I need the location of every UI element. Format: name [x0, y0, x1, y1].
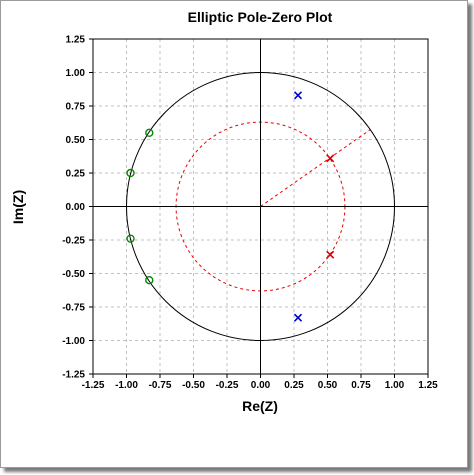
grid: [93, 39, 428, 374]
x-tick-label: 0.50: [318, 380, 338, 391]
y-tick-label: 0.25: [66, 169, 86, 180]
y-tick-label: -0.75: [62, 303, 85, 314]
x-tick-label: 0.75: [351, 380, 371, 391]
pole-stroke: [326, 154, 335, 163]
dashed-radius-line: [260, 129, 371, 207]
y-tick-label: -1.00: [62, 336, 85, 347]
zero-marker: [145, 276, 154, 285]
x-axis-label: Re(Z): [242, 398, 278, 414]
x-tick-label: -0.50: [182, 380, 205, 391]
pole-marker: [326, 250, 335, 259]
markers: [126, 91, 335, 322]
x-tick-label: 1.00: [385, 380, 405, 391]
pole-stroke: [293, 313, 303, 322]
x-tick-label: -1.25: [82, 380, 105, 391]
axes: [89, 38, 429, 378]
x-tick-label: -1.00: [115, 380, 138, 391]
pole-stroke: [326, 250, 335, 259]
y-tick-label: 0.00: [66, 202, 86, 213]
y-tick-label: 0.50: [66, 135, 86, 146]
chart-frame: Elliptic Pole-Zero Plot -1.25 -1.00 -0.75-…: [0, 0, 468, 468]
y-axis-label: Im(Z): [10, 190, 26, 224]
pole-stroke: [293, 91, 303, 100]
pole-marker: [293, 313, 303, 322]
x-tick-label: -0.75: [149, 380, 172, 391]
zero-marker: [126, 168, 135, 178]
x-tick-label: 0.00: [251, 380, 271, 391]
pole-marker: [293, 91, 303, 100]
y-tick-label: -1.25: [62, 370, 85, 381]
zero-marker: [126, 234, 135, 243]
y-tick-label: 1.25: [66, 35, 86, 46]
y-tick-label: -0.50: [62, 269, 85, 280]
chart-title: Elliptic Pole-Zero Plot: [188, 9, 333, 25]
x-tick-label: -0.25: [216, 380, 239, 391]
y-tick-label: -0.25: [62, 236, 85, 247]
x-tick-label: 0.25: [284, 380, 304, 391]
pole-marker: [326, 154, 335, 163]
tick-labels: -1.25 -1.00 -0.75 -0.50 -0.25 0.00 0.25 0.50 0.7…: [62, 35, 438, 392]
x-tick-label: 1.25: [418, 380, 438, 391]
y-tick-label: 1.00: [66, 68, 86, 79]
zero-marker: [145, 128, 154, 138]
y-tick-label: 0.75: [66, 102, 86, 113]
